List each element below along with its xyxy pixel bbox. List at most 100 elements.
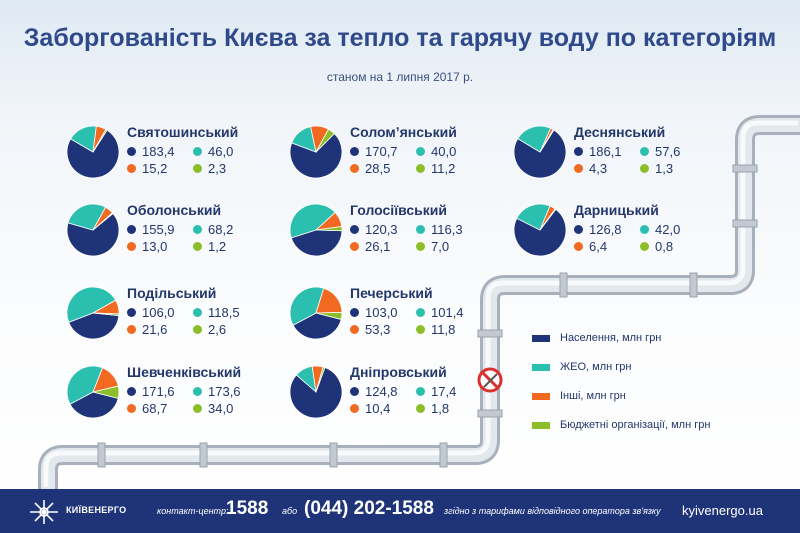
population-value: 155,9 [127, 222, 175, 237]
budget-value: 0,8 [640, 239, 673, 254]
district-name: Дарницький [574, 202, 659, 218]
district-pie [66, 365, 120, 419]
page-title: Заборгованість Києва за тепло та гарячу … [23, 24, 777, 52]
district-card: Печерський 103,0 101,4 53,3 11,8 [288, 285, 518, 355]
other-value-text: 53,3 [365, 322, 391, 337]
pie-slice-budget [539, 129, 555, 153]
zheo-value: 68,2 [193, 222, 233, 237]
district-name: Деснянський [574, 124, 666, 140]
zheo-value-text: 40,0 [431, 144, 457, 159]
district-card: Дніпровський 124,8 17,4 10,4 1,8 [288, 364, 518, 434]
other-value: 13,0 [127, 239, 167, 254]
website-link[interactable]: kyivenergo.ua [682, 503, 763, 518]
population-value: 126,8 [574, 222, 622, 237]
pie-slice-population [289, 133, 343, 179]
district-pie [289, 125, 343, 179]
district-name: Шевченківський [127, 364, 242, 380]
district-pie [513, 203, 567, 257]
budget-value: 7,0 [416, 239, 449, 254]
population-value-text: 106,0 [142, 305, 175, 320]
zheo-value-text: 42,0 [655, 222, 681, 237]
other-value: 28,5 [350, 161, 390, 176]
budget-value: 1,2 [193, 239, 226, 254]
budget-value: 11,8 [416, 322, 455, 337]
contact-center-label: контакт-центр: [157, 506, 229, 516]
budget-value-text: 2,3 [208, 161, 227, 176]
district-pie [289, 286, 343, 340]
zheo-value-text: 46,0 [208, 144, 234, 159]
district-card: Шевченківський 171,6 173,6 68,7 34,0 [65, 364, 295, 434]
district-pie [513, 125, 567, 179]
kyivenergo-logo-icon [30, 500, 58, 524]
pie-slice-budget [92, 312, 120, 316]
budget-value: 11,2 [416, 161, 455, 176]
other-value: 4,3 [574, 161, 607, 176]
population-value-text: 170,7 [365, 144, 398, 159]
zheo-value: 173,6 [193, 384, 241, 399]
district-card: Соломʼянський 170,7 40,0 28,5 11,2 [288, 124, 518, 194]
district-name: Соломʼянський [350, 124, 457, 140]
zheo-value-text: 17,4 [431, 384, 457, 399]
district-name: Дніпровський [350, 364, 447, 380]
pie-slice-zheo [516, 203, 551, 231]
zheo-value-text: 118,5 [208, 305, 240, 320]
legend-swatch [532, 392, 550, 400]
legend-item-zheo: ЖЕО, млн грн [532, 360, 772, 374]
population-value: 170,7 [350, 144, 398, 159]
district-name: Голосіївський [350, 202, 448, 218]
population-value-text: 186,1 [589, 144, 622, 159]
pie-slice-budget [92, 385, 120, 399]
district-name: Святошинський [127, 124, 239, 140]
population-value-text: 155,9 [142, 222, 175, 237]
zheo-value-text: 173,6 [208, 384, 241, 399]
pie-slice-population [292, 312, 342, 340]
district-card: Голосіївський 120,3 116,3 26,1 7,0 [288, 202, 518, 272]
pie-slice-zheo [517, 125, 552, 153]
zheo-value: 42,0 [640, 222, 680, 237]
other-value-text: 4,3 [589, 161, 608, 176]
long-phone-number[interactable]: (044) 202-1588 [304, 498, 434, 519]
zheo-value: 101,4 [416, 305, 464, 320]
budget-value: 2,3 [193, 161, 226, 176]
short-phone-number[interactable]: 1588 [226, 498, 269, 519]
valve-icon [477, 367, 503, 393]
district-card: Дарницький 126,8 42,0 6,4 0,8 [512, 202, 742, 272]
other-value-text: 10,4 [365, 401, 391, 416]
zheo-value-text: 116,3 [431, 222, 463, 237]
other-value-text: 26,1 [365, 239, 391, 254]
population-value: 183,4 [127, 144, 175, 159]
pie-slice-population [289, 367, 343, 419]
district-name: Печерський [350, 285, 433, 301]
district-card: Деснянський 186,1 57,6 4,3 1,3 [512, 124, 742, 194]
zheo-value: 118,5 [193, 305, 240, 320]
pie-slice-population [513, 129, 567, 179]
other-value: 53,3 [350, 322, 390, 337]
pie-slice-budget [539, 208, 557, 231]
other-value: 68,7 [127, 401, 167, 416]
zheo-value-text: 68,2 [208, 222, 234, 237]
other-value: 26,1 [350, 239, 390, 254]
budget-value: 34,0 [193, 401, 233, 416]
budget-value: 1,8 [416, 401, 449, 416]
legend-swatch [532, 363, 550, 371]
other-value: 15,2 [127, 161, 167, 176]
legend-item-other: Інші, млн грн [532, 389, 772, 403]
budget-value: 1,3 [640, 161, 673, 176]
district-name: Оболонський [127, 202, 222, 218]
district-card: Святошинський 183,4 46,0 15,2 2,3 [65, 124, 295, 194]
pie-slice-budget [315, 128, 335, 153]
district-pie [66, 125, 120, 179]
population-value-text: 171,6 [142, 384, 175, 399]
pie-slice-zheo [66, 286, 117, 323]
other-value-text: 21,6 [142, 322, 168, 337]
legend-swatch [532, 334, 550, 342]
legend-label: ЖЕО, млн грн [560, 361, 632, 373]
other-value-text: 28,5 [365, 161, 391, 176]
legend-label: Інші, млн грн [560, 390, 626, 402]
legend-item-budget: Бюджетні організації, млн грн [532, 418, 772, 432]
pie-slice-zheo [289, 286, 325, 326]
zheo-value: 46,0 [193, 144, 233, 159]
population-value-text: 183,4 [142, 144, 175, 159]
brand-name: КИЇВЕНЕРГО [66, 505, 127, 515]
